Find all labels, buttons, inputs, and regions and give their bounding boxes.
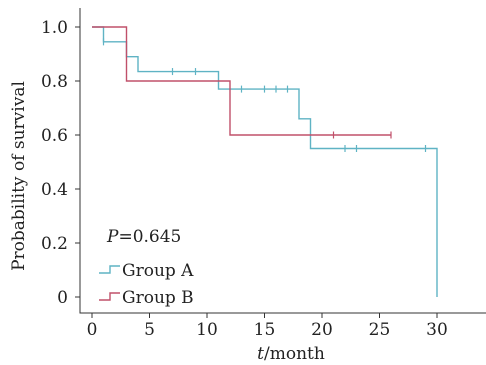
x-tick-label: 0 [87, 320, 98, 340]
x-tick-label: 20 [311, 320, 333, 340]
curves [92, 26, 438, 297]
curve-group-b [92, 26, 391, 136]
legend-item-group-a: Group A [99, 261, 194, 281]
x-tick-label: 15 [254, 320, 276, 340]
y-tick-label: 0.6 [41, 126, 68, 146]
axis-frame [79, 8, 486, 314]
legend-label-group-a: Group A [122, 261, 194, 281]
legend: Group A Group B [99, 261, 194, 308]
x-tick-label: 25 [369, 320, 391, 340]
p-value-rest: =0.645 [118, 227, 181, 247]
y-tick-label: 0 [57, 288, 68, 308]
ticks: 0 5 10 15 20 25 30 0 0.2 0.4 0.6 0.8 1.0 [41, 18, 448, 340]
p-value-annotation: P=0.645 [106, 227, 181, 247]
x-axis-title: t/month [257, 344, 325, 364]
curve-group-a [92, 26, 438, 297]
x-tick-label: 30 [426, 320, 448, 340]
legend-key-group-b [99, 292, 120, 301]
y-axis-title: Probability of survival [9, 81, 29, 271]
x-axis-title-rest: /month [264, 344, 325, 364]
axes [79, 8, 486, 314]
y-tick-label: 0.2 [41, 234, 68, 254]
legend-item-group-b: Group B [99, 288, 194, 308]
legend-key-group-a [99, 265, 120, 274]
legend-label-group-b: Group B [122, 288, 194, 308]
p-value-italic: P [106, 227, 119, 247]
censor-marks [102, 38, 427, 152]
y-tick-label: 0.4 [41, 180, 68, 200]
y-tick-label: 0.8 [41, 72, 68, 92]
x-tick-label: 5 [144, 320, 155, 340]
x-tick-label: 10 [196, 320, 218, 340]
x-axis-title-italic: t [257, 344, 264, 364]
y-tick-label: 1.0 [41, 18, 68, 38]
